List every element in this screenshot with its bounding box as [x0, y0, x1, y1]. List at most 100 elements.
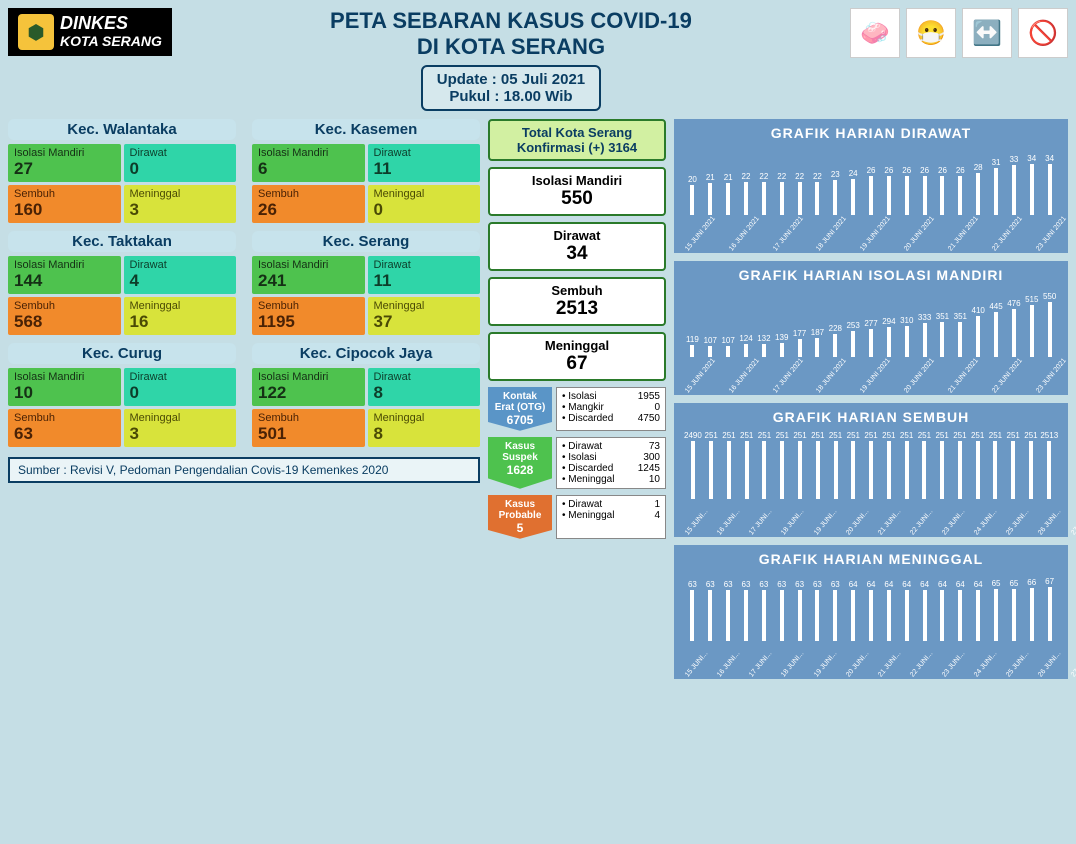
x-label: 21 JUNI 2021: [947, 357, 980, 394]
bar-item: 251: [1005, 431, 1022, 499]
x-label: 15 JUNI...: [684, 508, 709, 536]
district-block: Kec. Cipocok Jaya Isolasi Mandiri122 Dir…: [252, 343, 480, 447]
isolasi-cell: Isolasi Mandiri144: [8, 256, 121, 294]
bar-item: 251: [1023, 431, 1040, 499]
bar-item: 63: [827, 580, 844, 640]
bar-item: 251: [934, 431, 951, 499]
chart-title: GRAFIK HARIAN ISOLASI MANDIRI: [682, 267, 1060, 283]
x-label: 25 JUNI...: [1005, 650, 1030, 678]
update-time: Pukul : 18.00 Wib: [437, 88, 585, 105]
bar-item: 20: [684, 175, 701, 215]
org-line2: KOTA SERANG: [60, 34, 162, 49]
bar-item: 64: [880, 580, 897, 641]
bar-item: 67: [1041, 577, 1058, 641]
district-title: Kec. Taktakan: [8, 231, 236, 252]
bar-item: 251: [738, 431, 755, 499]
distance-icon: ↔️: [962, 8, 1012, 58]
bar-item: 23: [827, 170, 844, 215]
x-label: 17 JUNI 2021: [772, 357, 805, 394]
x-label: 27 JUNI...: [1070, 508, 1076, 536]
bar-item: 550: [1041, 292, 1058, 357]
total-card: Isolasi Mandiri550: [488, 167, 666, 216]
x-label: 23 JUNI...: [941, 508, 966, 536]
dirawat-cell: Dirawat11: [368, 256, 481, 294]
org-line1: DINKES: [60, 14, 162, 34]
x-label: 21 JUNI...: [877, 508, 902, 536]
x-label: 18 JUNI...: [780, 508, 805, 536]
bar-item: 65: [988, 579, 1005, 641]
x-label: 18 JUNI 2021: [815, 357, 848, 394]
bar-item: 66: [1023, 578, 1040, 641]
bar-item: 22: [755, 172, 772, 215]
bar-item: 177: [791, 329, 808, 357]
bar-item: 476: [1005, 299, 1022, 357]
x-label: 20 JUNI...: [845, 508, 870, 536]
x-label: 22 JUNI...: [909, 508, 934, 536]
district-title: Kec. Cipocok Jaya: [252, 343, 480, 364]
x-label: 17 JUNI...: [748, 508, 773, 536]
x-label: 24 JUNI...: [973, 508, 998, 536]
x-label: 15 JUNI...: [684, 650, 709, 678]
district-block: Kec. Kasemen Isolasi Mandiri6 Dirawat11 …: [252, 119, 480, 223]
x-label: 16 JUNI...: [716, 650, 741, 678]
bar-item: 251: [880, 431, 897, 499]
chart-panel: GRAFIK HARIAN ISOLASI MANDIRI 1191071071…: [674, 261, 1068, 395]
bar-item: 24: [845, 169, 862, 215]
handwash-icon: 🧼: [850, 8, 900, 58]
bar-item: 253: [845, 321, 862, 356]
bar-item: 187: [809, 328, 826, 357]
bar-item: 251: [898, 431, 915, 499]
subgroup-arrow: Kontak Erat (OTG)6705: [488, 387, 552, 431]
sembuh-cell: Sembuh63: [8, 409, 121, 447]
bar-item: 119: [684, 335, 701, 357]
page-title-2: DI KOTA SERANG: [180, 34, 842, 60]
bar-item: 107: [702, 336, 719, 357]
subgroup-list: • Dirawat73• Isolasi300• Discarded1245• …: [556, 437, 666, 489]
subgroup-arrow: Kasus Probable5: [488, 495, 552, 539]
chart-panel: GRAFIK HARIAN MENINGGAL 6363636363636363…: [674, 545, 1068, 679]
x-label: 23 JUNI 2021: [1035, 357, 1068, 394]
bar-item: 63: [702, 580, 719, 640]
subgroup-row: Kasus Probable5 • Dirawat1• Meninggal4: [488, 495, 666, 539]
x-label: 15 JUNI 2021: [684, 357, 717, 394]
bar-item: 251: [863, 431, 880, 499]
bar-item: 251: [774, 431, 791, 499]
bar-item: 515: [1023, 295, 1040, 357]
bar-item: 351: [934, 312, 951, 357]
bar-item: 139: [773, 333, 790, 357]
bar-item: 34: [1041, 154, 1058, 215]
bar-item: 351: [952, 312, 969, 357]
district-block: Kec. Walantaka Isolasi Mandiri27 Dirawat…: [8, 119, 236, 223]
bar-item: 445: [988, 302, 1005, 357]
x-label: 16 JUNI 2021: [728, 215, 761, 252]
dirawat-cell: Dirawat0: [124, 368, 237, 406]
chart-title: GRAFIK HARIAN SEMBUH: [682, 409, 1060, 425]
sembuh-cell: Sembuh26: [252, 185, 365, 223]
district-title: Kec. Curug: [8, 343, 236, 364]
subgroup-arrow: Kasus Suspek1628: [488, 437, 552, 489]
bar-item: 28: [970, 163, 987, 215]
x-label: 18 JUNI 2021: [815, 215, 848, 252]
bar-item: 251: [969, 431, 986, 499]
x-label: 19 JUNI 2021: [859, 215, 892, 252]
bar-item: 64: [845, 580, 862, 641]
x-label: 16 JUNI 2021: [728, 357, 761, 394]
isolasi-cell: Isolasi Mandiri6: [252, 144, 365, 182]
page-title-1: PETA SEBARAN KASUS COVID-19: [180, 8, 842, 34]
x-label: 20 JUNI...: [845, 650, 870, 678]
bar-item: 63: [755, 580, 772, 640]
district-title: Kec. Kasemen: [252, 119, 480, 140]
sembuh-cell: Sembuh501: [252, 409, 365, 447]
district-block: Kec. Curug Isolasi Mandiri10 Dirawat0 Se…: [8, 343, 236, 447]
bar-item: 22: [773, 172, 790, 215]
isolasi-cell: Isolasi Mandiri241: [252, 256, 365, 294]
sembuh-cell: Sembuh1195: [252, 297, 365, 335]
bar-item: 2490: [684, 431, 702, 498]
x-label: 21 JUNI 2021: [947, 215, 980, 252]
bar-item: 251: [703, 431, 720, 499]
no-crowd-icon: 🚫: [1018, 8, 1068, 58]
district-block: Kec. Taktakan Isolasi Mandiri144 Dirawat…: [8, 231, 236, 335]
subgroup-list: • Dirawat1• Meninggal4: [556, 495, 666, 539]
bar-item: 26: [898, 166, 915, 215]
bar-item: 64: [863, 580, 880, 641]
